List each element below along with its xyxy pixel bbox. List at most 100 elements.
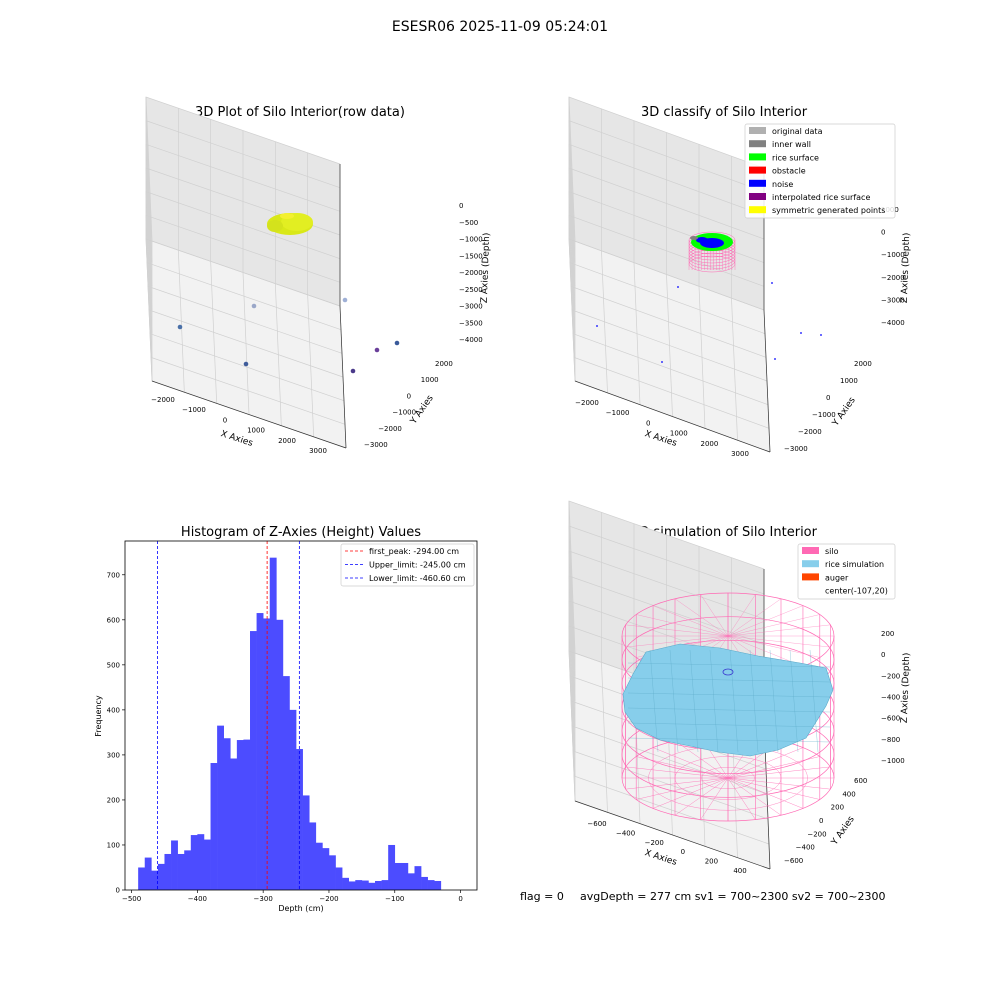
raw-z-tick: −1500	[459, 252, 483, 260]
simulation-y-tick: −400	[796, 844, 815, 852]
legend-swatch	[749, 193, 766, 200]
histogram-bar	[322, 848, 330, 890]
rice-mesh-line	[627, 677, 831, 683]
histogram-bar	[388, 844, 396, 890]
y-tick-label: 500	[107, 661, 120, 669]
noise-point	[820, 334, 822, 336]
classify-legend: original data inner wall rice surface obsta…	[744, 123, 896, 219]
raw-x-tick: 3000	[309, 447, 327, 455]
y-tick-label: 300	[107, 751, 120, 759]
rice-mesh-line	[709, 649, 719, 753]
silo-roof-spoke	[636, 614, 729, 637]
histogram-bar	[250, 631, 257, 890]
raw-z-tick: −2000	[459, 269, 483, 277]
noise-cloud	[696, 237, 708, 243]
classify-z-tick: −3000	[881, 296, 905, 304]
classify-z-label: Z Axies (Depth)	[900, 233, 912, 304]
raw-z-tick: −1000	[459, 236, 483, 244]
data-point	[342, 297, 348, 303]
raw-z-tick: −4000	[459, 336, 483, 344]
simulation-x-tick: −400	[616, 829, 635, 837]
raw-z-tick: −3500	[459, 319, 483, 327]
figure-title: ESESR06 2025-11-09 05:24:01	[392, 19, 608, 35]
legend-label: interpolated rice surface	[772, 193, 870, 202]
legend-label: auger	[825, 573, 849, 582]
legend-label: silo	[825, 547, 839, 556]
simulation-x-tick: −200	[645, 839, 664, 847]
raw-z-tick: −2500	[459, 286, 483, 294]
rice-mesh-line	[769, 649, 779, 753]
grid-line	[145, 97, 341, 307]
silo-roof-spoke	[727, 614, 820, 637]
legend-swatch	[749, 179, 766, 187]
legend-swatch	[749, 140, 766, 148]
classify-x-tick: −1000	[606, 409, 630, 417]
x-axis-line	[151, 380, 347, 449]
panel-raw-3d: 3D Plot of Silo Interior(row data) −2000…	[145, 96, 492, 455]
histogram-frame	[124, 540, 478, 891]
raw-y-tick: −2000	[378, 425, 402, 433]
silo-roof-spoke	[652, 605, 729, 637]
rice-mesh-line	[627, 722, 831, 728]
legend-label: rice surface	[772, 153, 819, 162]
simulation-z-tick: −1000	[881, 757, 905, 765]
simulation-y-tick: −600	[784, 857, 803, 865]
classify-x-tick: −2000	[575, 399, 599, 407]
classify-y-tick: 1000	[840, 377, 858, 385]
grid-line	[569, 120, 766, 334]
simulation-y-label: Y Axies	[829, 814, 857, 847]
noise-point	[800, 332, 802, 334]
panel-histogram: Histogram of Z-Axies (Height) Values −50…	[94, 525, 478, 913]
x-tick-label: 0	[458, 895, 462, 903]
simulation-x-tick: 400	[733, 867, 746, 875]
legend-label: noise	[772, 180, 793, 189]
histogram-bar	[342, 877, 350, 890]
raw-x-tick: −1000	[182, 406, 206, 414]
rice-mesh-line	[789, 649, 799, 753]
simulation-x-label: X Axies	[643, 848, 678, 868]
silo-roof-spoke	[727, 624, 831, 637]
histogram-bar	[276, 619, 284, 890]
histogram-bar	[368, 882, 376, 890]
rice-point-cloud	[267, 220, 283, 232]
silo-roof-spoke	[625, 635, 729, 648]
simulation-x-ticks: −600 −400 −200 0 200 400	[587, 820, 746, 875]
x-axis-line	[574, 380, 771, 453]
y-tick-label: 100	[107, 841, 120, 849]
raw-y-tick: −3000	[364, 441, 388, 449]
histogram-y-label: Frequency	[94, 695, 103, 737]
classify-points	[596, 231, 822, 363]
legend-label: inner wall	[772, 140, 811, 149]
histogram-bar	[236, 740, 244, 890]
histogram-bar	[269, 557, 277, 890]
simulation-y-tick: 0	[819, 817, 823, 825]
histogram-bar	[375, 880, 382, 890]
silo-floor-ring	[701, 767, 755, 789]
simulation-plot-title: 3D simulation of Silo Interior	[631, 525, 818, 540]
rice-mesh-line	[809, 649, 819, 753]
histogram-bar	[427, 880, 435, 890]
noise-point	[774, 358, 776, 360]
histogram-bar	[217, 725, 224, 890]
raw-z-label: Z Axies (Depth)	[480, 233, 492, 304]
histogram-bar	[177, 853, 185, 890]
histogram-ref-lines	[157, 541, 300, 890]
silo-roof-spoke	[625, 624, 729, 637]
histogram-bar	[421, 876, 428, 890]
histogram-legend: first_peak: -294.00 cm Upper_limit: -245.…	[340, 543, 475, 587]
legend-swatch	[802, 573, 819, 581]
raw-y-ticks: −3000 −2000 −1000 0 1000 2000	[364, 360, 453, 449]
histogram-bar	[151, 870, 159, 890]
histogram-bar	[243, 739, 251, 890]
histogram-bar	[328, 855, 336, 890]
data-point	[394, 340, 400, 346]
panel-simulation-3d: 3D simulation of Silo Interior −600 −400 −…	[568, 500, 912, 875]
grid-line	[568, 500, 765, 652]
histogram-bar	[302, 795, 310, 890]
legend-swatch	[749, 127, 766, 134]
grid-line	[146, 120, 342, 330]
raw-x-tick: 1000	[247, 427, 265, 435]
simulation-x-tick: 0	[681, 848, 685, 856]
classify-x-tick: 0	[646, 419, 650, 427]
